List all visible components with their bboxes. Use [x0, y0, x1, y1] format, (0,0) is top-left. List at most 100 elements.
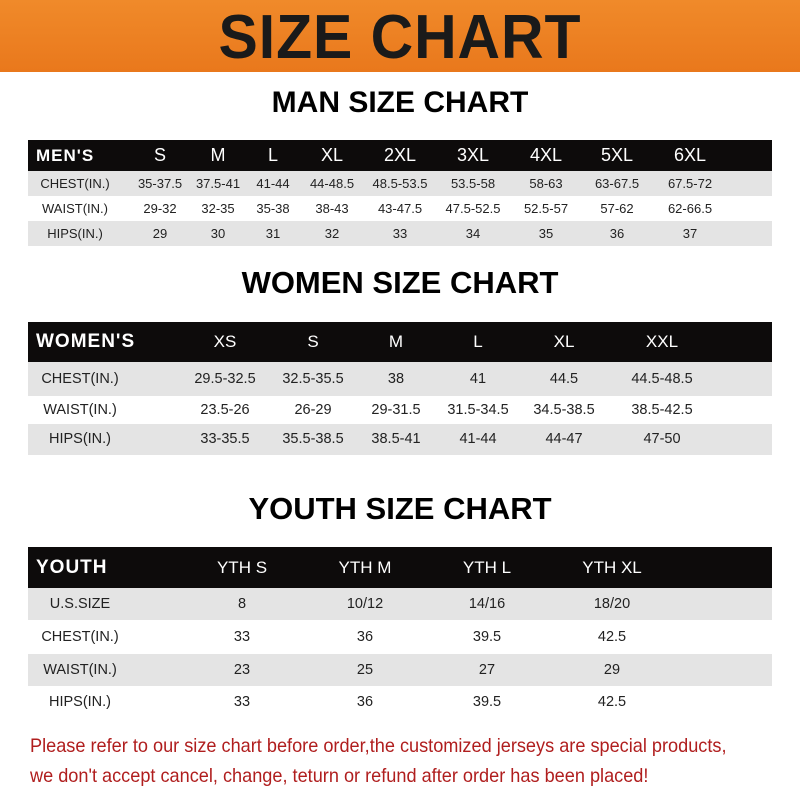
size-header-cell: 5XL: [600, 145, 634, 165]
men-header-row: MEN'S S M L XL 2XL 3XL 4XL 5XL 6XL: [28, 140, 772, 171]
women-section-title: WOMEN SIZE CHART: [241, 265, 559, 300]
table-cell: 35-37.5: [137, 176, 183, 191]
size-header-cell: YTH S: [216, 558, 268, 577]
size-chart-banner: SIZE CHART: [0, 0, 800, 72]
measurement-label: CHEST(IN.): [41, 371, 119, 387]
measurement-label: HIPS(IN.): [48, 431, 112, 447]
size-header-cell: 6XL: [673, 145, 707, 165]
table-cell: 36: [356, 629, 374, 645]
table-cell: 47.5-52.5: [445, 201, 501, 216]
table-cell: 37: [682, 226, 698, 241]
size-header-cell: 4XL: [529, 145, 563, 165]
measurement-label: CHEST(IN.): [40, 176, 110, 191]
table-cell: 10/12: [346, 596, 384, 612]
table-cell: 32: [324, 226, 340, 241]
size-header-cell: M: [388, 332, 404, 351]
size-header-cell: M: [210, 145, 226, 165]
table-cell: 44-47: [545, 431, 583, 447]
size-header-cell: XS: [213, 332, 237, 351]
size-header-cell: S: [153, 145, 167, 165]
table-cell: 35.5-38.5: [282, 431, 344, 447]
measurement-label: WAIST(IN.): [42, 201, 108, 216]
size-header-cell: S: [307, 332, 319, 351]
banner-title: SIZE CHART: [218, 3, 582, 72]
table-cell: 31.5-34.5: [447, 402, 509, 418]
table-cell: 30: [210, 226, 226, 241]
measurement-label: CHEST(IN.): [41, 629, 119, 645]
table-cell: 38: [387, 371, 405, 387]
table-row: WAIST(IN.) 29-32 32-35 35-38 38-43 43-47.5 47.…: [28, 196, 772, 221]
table-cell: 29.5-32.5: [194, 371, 256, 387]
table-cell: 42.5: [597, 694, 627, 710]
table-cell: 33: [233, 694, 251, 710]
table-row: HIPS(IN.) 29 30 31 32 33 34 35 36 37: [28, 221, 772, 246]
table-cell: 43-47.5: [377, 201, 423, 216]
size-header-cell: 3XL: [456, 145, 490, 165]
table-cell: 41: [469, 371, 487, 387]
table-cell: 34.5-38.5: [533, 402, 595, 418]
table-cell: 36: [609, 226, 625, 241]
table-cell: 33: [233, 629, 251, 645]
table-cell: 32-35: [201, 201, 235, 216]
table-cell: 53.5-58: [450, 176, 496, 191]
measurement-label: WAIST(IN.): [43, 402, 117, 418]
table-cell: 33: [392, 226, 408, 241]
size-header-cell: 2XL: [383, 145, 417, 165]
size-header-cell: YTH M: [338, 558, 392, 577]
table-row: U.S.SIZE 8 10/12 14/16 18/20: [28, 588, 772, 620]
table-cell: 63-67.5: [594, 176, 640, 191]
table-cell: 29: [152, 226, 168, 241]
measurement-label: HIPS(IN.): [47, 226, 103, 241]
table-row: CHEST(IN.) 29.5-32.5 32.5-35.5 38 41 44.5 44.5…: [28, 362, 772, 396]
footer-notice-line-2: we don't accept cancel, change, teturn o…: [30, 765, 649, 787]
table-cell: 35-38: [256, 201, 290, 216]
measurement-label: HIPS(IN.): [48, 694, 112, 710]
table-cell: 14/16: [468, 596, 506, 612]
size-header-cell: L: [267, 145, 279, 165]
table-title-cell: WOMEN'S: [36, 331, 136, 352]
table-title-cell: MEN'S: [36, 146, 95, 165]
size-header-cell: YTH L: [462, 558, 512, 577]
table-row: CHEST(IN.) 35-37.5 37.5-41 41-44 44-48.5 48.5…: [28, 171, 772, 196]
table-cell: 38.5-41: [371, 431, 421, 447]
table-cell: 33-35.5: [200, 431, 250, 447]
table-cell: 18/20: [593, 596, 631, 612]
youth-section-title: YOUTH SIZE CHART: [248, 491, 552, 526]
table-row: HIPS(IN.) 33 36 39.5 42.5: [28, 686, 772, 718]
men-section-title: MAN SIZE CHART: [271, 86, 529, 119]
size-header-cell: XL: [320, 145, 344, 165]
table-cell: 38-43: [315, 201, 349, 216]
table-cell: 44.5-48.5: [631, 371, 693, 387]
table-cell: 37.5-41: [195, 176, 241, 191]
table-cell: 39.5: [472, 629, 502, 645]
table-cell: 29-32: [143, 201, 177, 216]
table-row: WAIST(IN.) 23 25 27 29: [28, 654, 772, 686]
women-size-table: WOMEN'S XS S M L XL XXL CHEST(IN.) 29.5-32.5 32.5…: [28, 322, 772, 455]
measurement-label: WAIST(IN.): [43, 662, 117, 678]
table-cell: 41-44: [459, 431, 497, 447]
table-cell: 41-44: [256, 176, 290, 191]
youth-header-row: YOUTH YTH S YTH M YTH L YTH XL: [28, 547, 772, 588]
size-header-cell: XXL: [645, 332, 679, 351]
size-header-cell: XL: [553, 332, 575, 351]
table-cell: 29: [603, 662, 621, 678]
table-cell: 62-66.5: [667, 201, 713, 216]
table-cell: 39.5: [472, 694, 502, 710]
table-row: WAIST(IN.) 23.5-26 26-29 29-31.5 31.5-34.5 34…: [28, 396, 772, 424]
table-cell: 23.5-26: [200, 402, 250, 418]
table-cell: 52.5-57: [523, 201, 569, 216]
table-cell: 32.5-35.5: [282, 371, 344, 387]
table-cell: 31: [265, 226, 281, 241]
table-cell: 27: [478, 662, 496, 678]
table-cell: 42.5: [597, 629, 627, 645]
youth-size-table: YOUTH YTH S YTH M YTH L YTH XL U.S.SIZE 8 10/12…: [28, 547, 772, 718]
size-header-cell: L: [473, 332, 483, 351]
table-cell: 23: [233, 662, 251, 678]
size-header-cell: YTH XL: [582, 558, 642, 577]
table-cell: 25: [356, 662, 374, 678]
table-cell: 29-31.5: [371, 402, 421, 418]
women-header-row: WOMEN'S XS S M L XL XXL: [28, 322, 772, 362]
table-cell: 44-48.5: [309, 176, 355, 191]
table-cell: 48.5-53.5: [372, 176, 428, 191]
table-cell: 47-50: [643, 431, 681, 447]
